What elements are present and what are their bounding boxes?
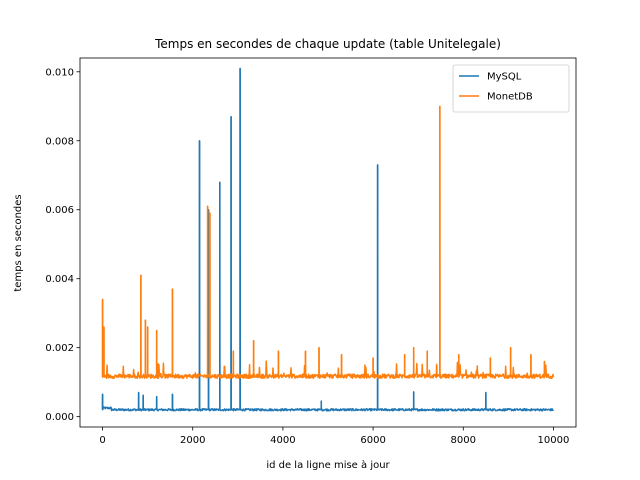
series-group [101, 67, 555, 412]
series-line-monetdb [101, 105, 555, 379]
series-line-mysql [101, 67, 554, 412]
y-axis: 0.000 0.002 0.004 0.006 0.008 0.010 [45, 67, 80, 423]
y-tick-label: 0.002 [45, 343, 74, 354]
y-tick-label: 0.008 [45, 136, 74, 147]
y-tick-label: 0.004 [45, 274, 74, 285]
legend-box [452, 64, 570, 113]
legend-label-monetdb: MonetDB [487, 92, 533, 103]
x-tick-label: 4000 [270, 435, 295, 446]
y-axis-label: temps en secondes [13, 194, 24, 291]
y-tick-label: 0.006 [45, 205, 74, 216]
x-tick-label: 6000 [360, 435, 385, 446]
legend: MySQL MonetDB [452, 64, 570, 113]
plot-frame [79, 57, 577, 428]
y-tick-label: 0.010 [45, 67, 74, 78]
legend-label-mysql: MySQL [487, 72, 522, 83]
y-tick-label: 0.000 [45, 412, 74, 423]
x-tick-label: 2000 [180, 435, 205, 446]
x-tick-label: 8000 [451, 435, 476, 446]
x-axis-label: id de la ligne mise à jour [266, 459, 390, 471]
x-tick-label: 10000 [538, 435, 570, 446]
x-tick-label: 0 [99, 435, 105, 446]
x-axis: 0 2000 4000 6000 8000 10000 [99, 427, 569, 446]
chart-title: Temps en secondes de chaque update (tabl… [154, 37, 501, 51]
